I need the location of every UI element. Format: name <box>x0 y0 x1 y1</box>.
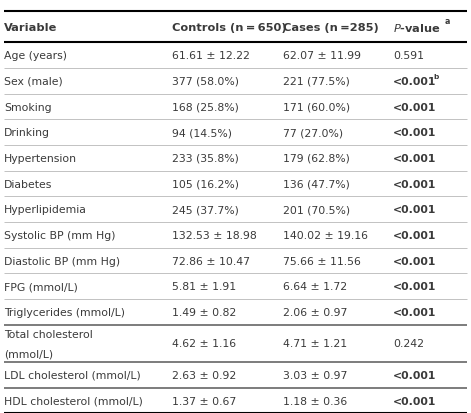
Text: HDL cholesterol (mmol/L): HDL cholesterol (mmol/L) <box>4 396 143 406</box>
Text: Age (years): Age (years) <box>4 51 67 61</box>
Text: <0.001: <0.001 <box>393 230 437 240</box>
Text: <0.001: <0.001 <box>393 307 437 317</box>
Text: 1.37 ± 0.67: 1.37 ± 0.67 <box>172 396 236 406</box>
Text: 77 (27.0%): 77 (27.0%) <box>283 128 343 138</box>
Text: Hyperlipidemia: Hyperlipidemia <box>4 205 87 215</box>
Text: <0.001: <0.001 <box>393 256 437 266</box>
Text: 1.49 ± 0.82: 1.49 ± 0.82 <box>172 307 236 317</box>
Text: Sex (male): Sex (male) <box>4 77 63 87</box>
Text: Controls (n = 650): Controls (n = 650) <box>172 23 286 33</box>
Text: 61.61 ± 12.22: 61.61 ± 12.22 <box>172 51 250 61</box>
Text: 75.66 ± 11.56: 75.66 ± 11.56 <box>283 256 360 266</box>
Text: 62.07 ± 11.99: 62.07 ± 11.99 <box>283 51 361 61</box>
Text: 2.63 ± 0.92: 2.63 ± 0.92 <box>172 370 236 380</box>
Text: b: b <box>433 74 439 79</box>
Text: 4.62 ± 1.16: 4.62 ± 1.16 <box>172 339 236 349</box>
Text: Systolic BP (mm Hg): Systolic BP (mm Hg) <box>4 230 115 240</box>
Text: 221 (77.5%): 221 (77.5%) <box>283 77 349 87</box>
Text: 179 (62.8%): 179 (62.8%) <box>283 154 349 164</box>
Text: 105 (16.2%): 105 (16.2%) <box>172 179 239 189</box>
Text: Triglycerides (mmol/L): Triglycerides (mmol/L) <box>4 307 125 317</box>
Text: FPG (mmol/L): FPG (mmol/L) <box>4 282 78 292</box>
Text: Drinking: Drinking <box>4 128 50 138</box>
Text: 5.81 ± 1.91: 5.81 ± 1.91 <box>172 282 236 292</box>
Text: 1.18 ± 0.36: 1.18 ± 0.36 <box>283 396 347 406</box>
Text: 140.02 ± 19.16: 140.02 ± 19.16 <box>283 230 367 240</box>
Text: Smoking: Smoking <box>4 102 51 112</box>
Text: <0.001: <0.001 <box>393 77 437 87</box>
Text: (mmol/L): (mmol/L) <box>4 348 53 358</box>
Text: Diabetes: Diabetes <box>4 179 52 189</box>
Text: <0.001: <0.001 <box>393 128 437 138</box>
Text: 72.86 ± 10.47: 72.86 ± 10.47 <box>172 256 250 266</box>
Text: 3.03 ± 0.97: 3.03 ± 0.97 <box>283 370 347 380</box>
Text: Variable: Variable <box>4 23 57 33</box>
Text: 4.71 ± 1.21: 4.71 ± 1.21 <box>283 339 347 349</box>
Text: <0.001: <0.001 <box>393 282 437 292</box>
Text: Hypertension: Hypertension <box>4 154 77 164</box>
Text: LDL cholesterol (mmol/L): LDL cholesterol (mmol/L) <box>4 370 140 380</box>
Text: 168 (25.8%): 168 (25.8%) <box>172 102 239 112</box>
Text: $\mathit{P}$-value: $\mathit{P}$-value <box>393 22 441 34</box>
Text: Diastolic BP (mm Hg): Diastolic BP (mm Hg) <box>4 256 120 266</box>
Text: <0.001: <0.001 <box>393 102 437 112</box>
Text: 136 (47.7%): 136 (47.7%) <box>283 179 349 189</box>
Text: a: a <box>444 17 449 26</box>
Text: Cases (n =285): Cases (n =285) <box>283 23 378 33</box>
Text: 2.06 ± 0.97: 2.06 ± 0.97 <box>283 307 347 317</box>
Text: 233 (35.8%): 233 (35.8%) <box>172 154 239 164</box>
Text: <0.001: <0.001 <box>393 370 437 380</box>
Text: 201 (70.5%): 201 (70.5%) <box>283 205 350 215</box>
Text: 171 (60.0%): 171 (60.0%) <box>283 102 350 112</box>
Text: 94 (14.5%): 94 (14.5%) <box>172 128 232 138</box>
Text: <0.001: <0.001 <box>393 205 437 215</box>
Text: <0.001: <0.001 <box>393 154 437 164</box>
Text: <0.001: <0.001 <box>393 396 437 406</box>
Text: 245 (37.7%): 245 (37.7%) <box>172 205 239 215</box>
Text: 377 (58.0%): 377 (58.0%) <box>172 77 239 87</box>
Text: 6.64 ± 1.72: 6.64 ± 1.72 <box>283 282 347 292</box>
Text: 0.242: 0.242 <box>393 339 424 349</box>
Text: Total cholesterol: Total cholesterol <box>4 329 92 339</box>
Text: 132.53 ± 18.98: 132.53 ± 18.98 <box>172 230 257 240</box>
Text: 0.591: 0.591 <box>393 51 424 61</box>
Text: <0.001: <0.001 <box>393 179 437 189</box>
